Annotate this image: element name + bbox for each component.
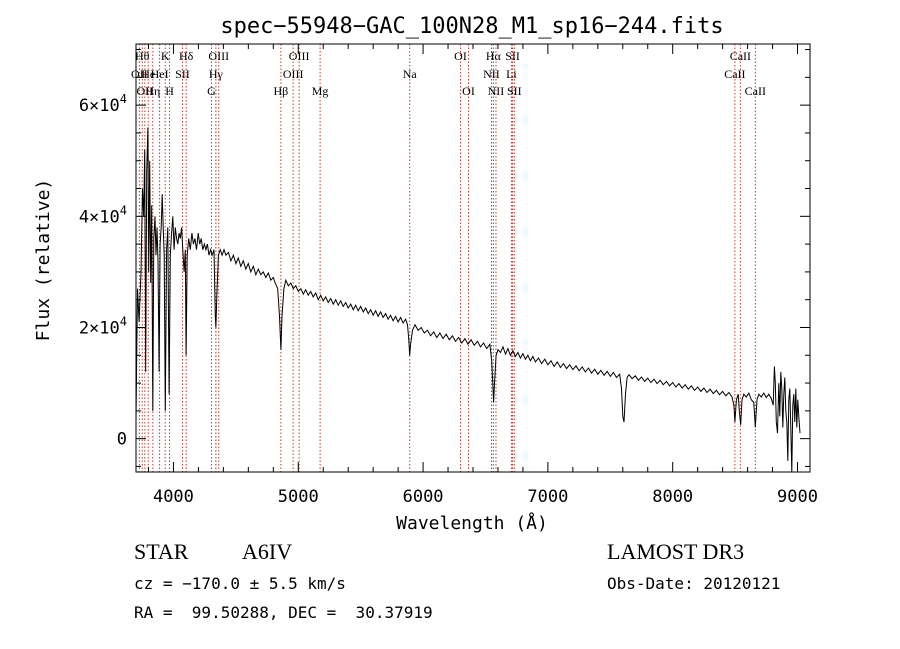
spectral-line-label: Na	[403, 67, 418, 81]
spectral-line-label: OII	[131, 67, 148, 81]
plot-frame	[135, 43, 811, 473]
x-tick-label: 5000	[278, 487, 319, 507]
spectral-line-label: G	[207, 84, 216, 98]
obs-date-text: Obs-Date: 20120121	[607, 574, 781, 593]
spectral-line-label: OI	[462, 84, 475, 98]
spectral-line-label: NII	[488, 84, 505, 98]
spectral-line-label: CaII	[724, 67, 745, 81]
spectral-line-label: Hγ	[209, 67, 224, 81]
x-tick-labels: 4000 5000 6000 7000 8000 9000	[153, 487, 818, 507]
x-tick-label: 4000	[153, 487, 194, 507]
spectral-line-label: CaII	[745, 84, 766, 98]
spectral-line-label: K	[161, 49, 170, 63]
spectral-line-label: He	[141, 67, 155, 81]
spectral-line-label: OIII	[289, 49, 310, 63]
spectral-line-label: Hη	[145, 84, 160, 98]
y-tick-labels: 0 2×104 4×104 6×104	[79, 92, 127, 450]
spectral-line-label: Hθ	[135, 49, 150, 63]
spectral-line-label: OII	[137, 84, 154, 98]
spectral-line-label: Hβ	[274, 84, 289, 98]
y-tick-label: 2×104	[79, 314, 127, 338]
y-axis-label: Flux (relative)	[33, 179, 54, 342]
spectral-line-label: Hα	[486, 49, 502, 63]
spectral-line-label: Li	[506, 67, 517, 81]
redshift-text: cz = −170.0 ± 5.5 km/s	[134, 574, 346, 593]
y-tick-label: 4×104	[79, 203, 127, 227]
x-tick-label: 8000	[652, 487, 693, 507]
spectral-line-label: CaII	[730, 49, 751, 63]
spectral-line-labels: OIIHθOIIHeHηHeIKHSIIHδGHγOIIIHβOIIIOIIIM…	[131, 49, 766, 98]
coordinates-text: RA = 99.50288, DEC = 30.37919	[134, 603, 433, 622]
axis-ticks	[136, 44, 810, 472]
spectral-line-label: SII	[507, 84, 522, 98]
spectral-line-label: OI	[454, 49, 467, 63]
x-tick-label: 6000	[403, 487, 444, 507]
spectral-line-label: SII	[175, 67, 190, 81]
spectral-line-label: H	[165, 84, 174, 98]
spectral-line-label: OIII	[208, 49, 229, 63]
x-tick-label: 9000	[777, 487, 818, 507]
spectral-line-label: Mg	[312, 84, 329, 98]
spectral-line-label: Hδ	[179, 49, 194, 63]
spectral-line-label: HeI	[151, 67, 169, 81]
spectral-line-label: NII	[483, 67, 500, 81]
object-class: STAR	[134, 539, 189, 564]
x-tick-label: 7000	[527, 487, 568, 507]
survey-name: LAMOST DR3	[607, 539, 745, 564]
series-spectrum	[135, 127, 801, 473]
spectral-line-label: OIII	[283, 67, 304, 81]
chart-title: spec−55948−GAC_100N28_M1_sp16−244.fits	[220, 14, 723, 39]
y-tick-label: 0	[117, 430, 127, 450]
y-tick-label: 6×104	[79, 92, 127, 116]
spectral-lines	[138, 44, 756, 472]
spectral-line-label: SII	[505, 49, 520, 63]
x-axis-label: Wavelength (Å)	[396, 512, 548, 534]
object-subclass: A6IV	[242, 539, 293, 564]
